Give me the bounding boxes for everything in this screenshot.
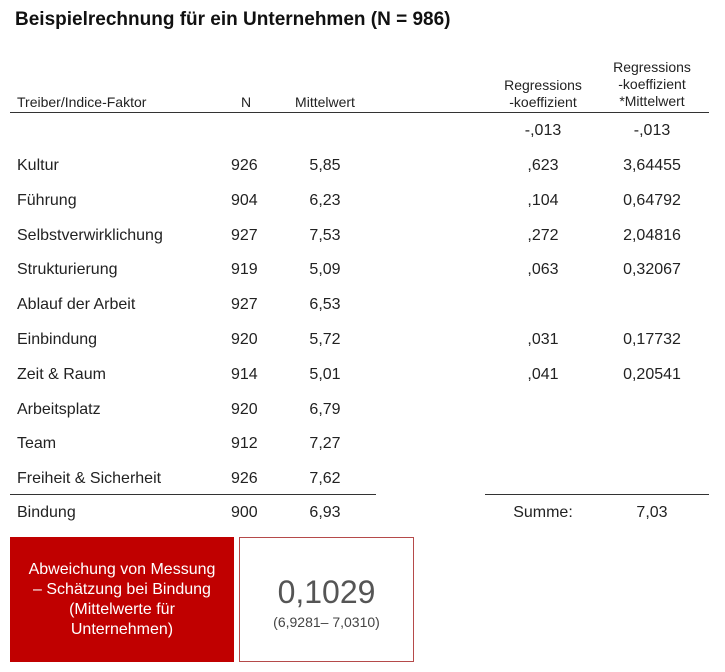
row-factor: Team [17, 435, 57, 452]
header-n: N [240, 94, 252, 110]
row-n: 904 [231, 192, 258, 209]
row-coefficient: ,623 [527, 157, 559, 174]
row-mean: 5,09 [309, 261, 341, 278]
row-n: 927 [231, 296, 258, 313]
deviation-value: 0,1029 [277, 574, 376, 610]
bindung-mean: 6,93 [309, 504, 341, 521]
row-product: 0,17732 [623, 331, 681, 348]
row-n: 927 [231, 227, 258, 244]
row-mean: 6,23 [309, 192, 341, 209]
row-coefficient: ,272 [527, 227, 559, 244]
row-mean: 6,53 [309, 296, 341, 313]
row-factor: Kultur [17, 157, 59, 174]
row-mean: 6,79 [309, 401, 341, 418]
bindung-factor: Bindung [17, 504, 76, 521]
row-mean: 5,85 [309, 157, 341, 174]
row-factor: Strukturierung [17, 261, 118, 278]
bindung-n: 900 [231, 504, 258, 521]
sum-label: Summe: [513, 504, 573, 521]
row-factor: Arbeitsplatz [17, 401, 101, 418]
row-coefficient: ,104 [527, 192, 559, 209]
row-factor: Selbstverwirklichung [17, 227, 163, 244]
row-factor: Einbindung [17, 331, 98, 348]
header-mean: Mittelwert [295, 94, 355, 110]
row-n: 926 [231, 470, 258, 487]
row-factor: Zeit & Raum [17, 366, 106, 383]
row-factor: Freiheit & Sicherheit [17, 470, 162, 487]
row-coefficient: ,031 [527, 331, 559, 348]
header-product-line1: Regressions [613, 59, 691, 75]
row-mean: 7,27 [309, 435, 341, 452]
row-mean: 5,01 [309, 366, 341, 383]
row-n: 926 [231, 157, 258, 174]
page-title: Beispielrechnung für ein Unternehmen (N … [15, 9, 451, 30]
intercept-coefficient: -,013 [524, 122, 562, 139]
header-product-line3: *Mittelwert [619, 93, 685, 109]
header-coefficient-line1: Regressions [504, 77, 582, 93]
row-coefficient: ,041 [527, 366, 559, 383]
deviation-detail: (6,9281– 7,0310) [273, 614, 380, 630]
row-n: 920 [231, 401, 258, 418]
header-factor: Treiber/Indice-Faktor [17, 94, 147, 110]
row-mean: 7,53 [309, 227, 341, 244]
deviation-result-box: 0,1029 (6,9281– 7,0310) [239, 537, 414, 662]
intercept-product: -,013 [633, 122, 671, 139]
header-product: Regressions -koeffizient *Mittelwert [600, 59, 704, 110]
sum-value: 7,03 [636, 504, 668, 521]
header-coefficient: Regressions -koeffizient [493, 77, 593, 111]
row-n: 912 [231, 435, 258, 452]
row-product: 2,04816 [623, 227, 681, 244]
sum-divider [485, 494, 709, 495]
row-coefficient: ,063 [527, 261, 559, 278]
deviation-label-box: Abweichung von Messung – Schätzung bei B… [10, 537, 234, 662]
row-n: 919 [231, 261, 258, 278]
row-product: 3,64455 [623, 157, 681, 174]
row-n: 914 [231, 366, 258, 383]
row-mean: 7,62 [309, 470, 341, 487]
bindung-divider [10, 494, 376, 495]
row-mean: 5,72 [309, 331, 341, 348]
header-divider [10, 112, 709, 113]
row-n: 920 [231, 331, 258, 348]
header-product-line2: -koeffizient [618, 76, 686, 92]
header-coefficient-line2: -koeffizient [509, 94, 577, 110]
row-product: 0,20541 [623, 366, 681, 383]
row-factor: Führung [17, 192, 77, 209]
row-factor: Ablauf der Arbeit [17, 296, 136, 313]
row-product: 0,64792 [623, 192, 681, 209]
row-product: 0,32067 [623, 261, 681, 278]
deviation-label: Abweichung von Messung – Schätzung bei B… [28, 560, 216, 638]
